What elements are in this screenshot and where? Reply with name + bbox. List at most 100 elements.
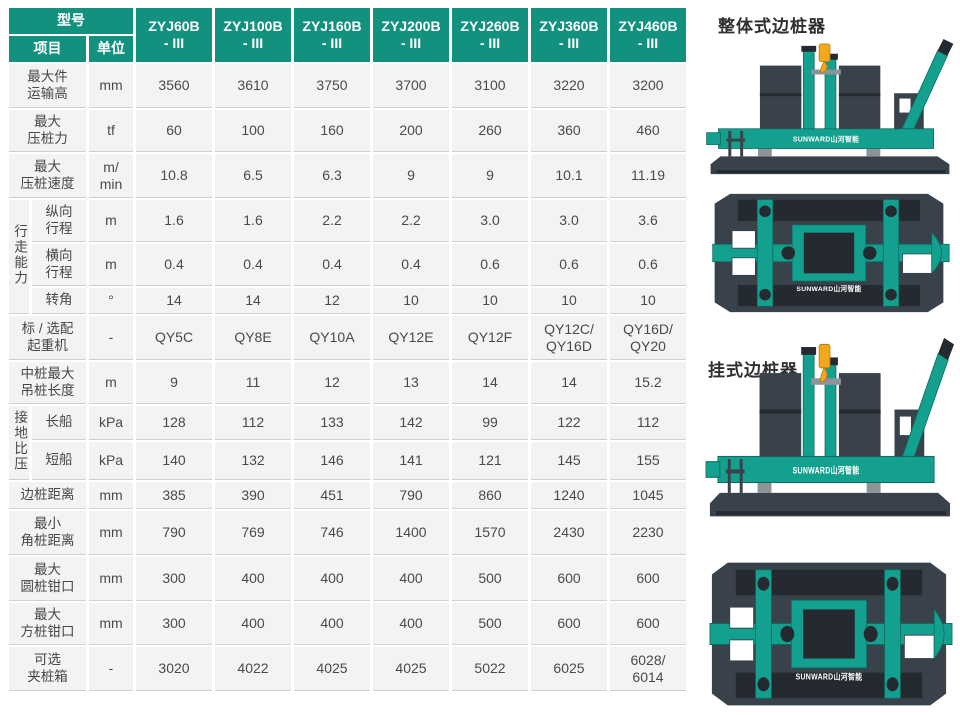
spec-value-cell: 790 — [136, 511, 212, 555]
row-unit: mm — [89, 64, 133, 108]
spec-value-cell: 600 — [531, 603, 607, 645]
spec-value-cell: 0.4 — [215, 244, 291, 286]
model-column-header: ZYJ160B - III — [294, 8, 370, 62]
row-unit: kPa — [89, 406, 133, 440]
spec-value-cell: 146 — [294, 442, 370, 480]
row-item-label: 长船 — [32, 406, 86, 440]
spec-value-cell: 400 — [215, 557, 291, 601]
spec-value-cell: 6.5 — [215, 154, 291, 198]
spec-value-cell: 112 — [215, 406, 291, 440]
spec-value-cell: 3.0 — [452, 200, 528, 242]
table-row: 最大 压桩力 tf 60 100 160 200 260 360 460 — [9, 110, 686, 152]
spec-value-cell: 145 — [531, 442, 607, 480]
table-row: 最小 角桩距离 mm 790 769 746 1400 1570 2430 2230 — [9, 511, 686, 555]
spec-value-cell: 300 — [136, 557, 212, 601]
spec-value-cell: 14 — [531, 362, 607, 404]
table-body: 最大件 运输高 mm 3560 3610 3750 3700 3100 3220 3200 最大 … — [9, 64, 686, 691]
spec-value-cell: 14 — [215, 288, 291, 314]
spec-value-cell: 133 — [294, 406, 370, 440]
table-row: 横向 行程 m 0.4 0.4 0.4 0.4 0.6 0.6 0.6 — [9, 244, 686, 286]
spec-value-cell: 2.2 — [373, 200, 449, 242]
model-column-header: ZYJ360B - III — [531, 8, 607, 62]
row-item-label: 最大 压桩速度 — [9, 154, 86, 198]
row-item-label: 短船 — [32, 442, 86, 480]
spec-value-cell: 11.19 — [610, 154, 686, 198]
spec-value-cell: 500 — [452, 603, 528, 645]
model-corner-label: 型号 — [9, 8, 133, 34]
spec-value-cell: 3750 — [294, 64, 370, 108]
spec-value-cell: 860 — [452, 482, 528, 509]
spec-value-cell: 112 — [610, 406, 686, 440]
spec-value-cell: 6.3 — [294, 154, 370, 198]
model-column-header: ZYJ260B - III — [452, 8, 528, 62]
row-unit: - — [89, 647, 133, 691]
row-item-label: 标 / 选配 起重机 — [9, 316, 86, 360]
spec-table: 型号 ZYJ60B - III ZYJ100B - III ZYJ160B - II… — [6, 6, 689, 693]
row-unit: mm — [89, 557, 133, 601]
row-unit: tf — [89, 110, 133, 152]
spec-value-cell: 4022 — [215, 647, 291, 691]
spec-value-cell: 4025 — [294, 647, 370, 691]
spec-value-cell: 260 — [452, 110, 528, 152]
spec-value-cell: 600 — [531, 557, 607, 601]
model-column-header: ZYJ200B - III — [373, 8, 449, 62]
row-unit: mm — [89, 511, 133, 555]
spec-value-cell: 746 — [294, 511, 370, 555]
row-item-label: 最小 角桩距离 — [9, 511, 86, 555]
spec-value-cell: 1045 — [610, 482, 686, 509]
table-row: 中桩最大 吊桩长度 m 9 11 12 13 14 14 15.2 — [9, 362, 686, 404]
spec-value-cell: 10 — [531, 288, 607, 314]
spec-value-cell: 60 — [136, 110, 212, 152]
spec-value-cell: 9 — [452, 154, 528, 198]
table-row: 最大 方桩钳口 mm 300 400 400 400 500 600 600 — [9, 603, 686, 645]
model-column-header: ZYJ60B - III — [136, 8, 212, 62]
spec-value-cell: 0.4 — [294, 244, 370, 286]
spec-value-cell: 1570 — [452, 511, 528, 555]
spec-value-cell: 1240 — [531, 482, 607, 509]
spec-value-cell: 0.6 — [452, 244, 528, 286]
row-unit: m — [89, 362, 133, 404]
row-item-label: 中桩最大 吊桩长度 — [9, 362, 86, 404]
spec-value-cell: QY10A — [294, 316, 370, 360]
spec-value-cell: 400 — [215, 603, 291, 645]
spec-value-cell: 10 — [373, 288, 449, 314]
item-header-label: 项目 — [9, 36, 86, 62]
spec-value-cell: QY12C/ QY16D — [531, 316, 607, 360]
spec-value-cell: 200 — [373, 110, 449, 152]
header-row-model: 型号 ZYJ60B - III ZYJ100B - III ZYJ160B - II… — [9, 8, 686, 62]
table-row: 行走能力 纵向 行程 m 1.6 1.6 2.2 2.2 3.0 3.0 3.6 — [9, 200, 686, 314]
spec-value-cell: QY12F — [452, 316, 528, 360]
spec-value-cell: 128 — [136, 406, 212, 440]
row-group-label: 接地比压 — [9, 406, 29, 480]
spec-value-cell: 12 — [294, 362, 370, 404]
hanging-side-pile-device-side-view-image — [700, 334, 958, 532]
integral-side-pile-device-top-view-image — [702, 190, 956, 316]
spec-value-cell: 155 — [610, 442, 686, 480]
spec-value-cell: 3.6 — [610, 200, 686, 242]
row-item-label: 最大 压桩力 — [9, 110, 86, 152]
spec-value-cell: 3100 — [452, 64, 528, 108]
spec-value-cell: 1.6 — [136, 200, 212, 242]
spec-value-cell: 6028/ 6014 — [610, 647, 686, 691]
spec-value-cell: 141 — [373, 442, 449, 480]
row-unit: mm — [89, 482, 133, 509]
spec-value-cell: 600 — [610, 603, 686, 645]
spec-value-cell: 3220 — [531, 64, 607, 108]
spec-value-cell: 390 — [215, 482, 291, 509]
table-row: 边桩距离 mm 385 390 451 790 860 1240 1045 — [9, 482, 686, 509]
spec-value-cell: 300 — [136, 603, 212, 645]
integral-side-pile-device-side-view-image — [700, 36, 958, 186]
spec-value-cell: 400 — [294, 603, 370, 645]
spec-value-cell: 6025 — [531, 647, 607, 691]
spec-value-cell: 13 — [373, 362, 449, 404]
spec-value-cell: 4025 — [373, 647, 449, 691]
spec-value-cell: 15.2 — [610, 362, 686, 404]
spec-value-cell: 2230 — [610, 511, 686, 555]
table-row: 短船 kPa 140 132 146 141 121 145 155 — [9, 442, 686, 480]
model-column-header: ZYJ460B - III — [610, 8, 686, 62]
spec-value-cell: 451 — [294, 482, 370, 509]
spec-value-cell: 99 — [452, 406, 528, 440]
spec-value-cell: 400 — [373, 557, 449, 601]
model-column-header: ZYJ100B - III — [215, 8, 291, 62]
